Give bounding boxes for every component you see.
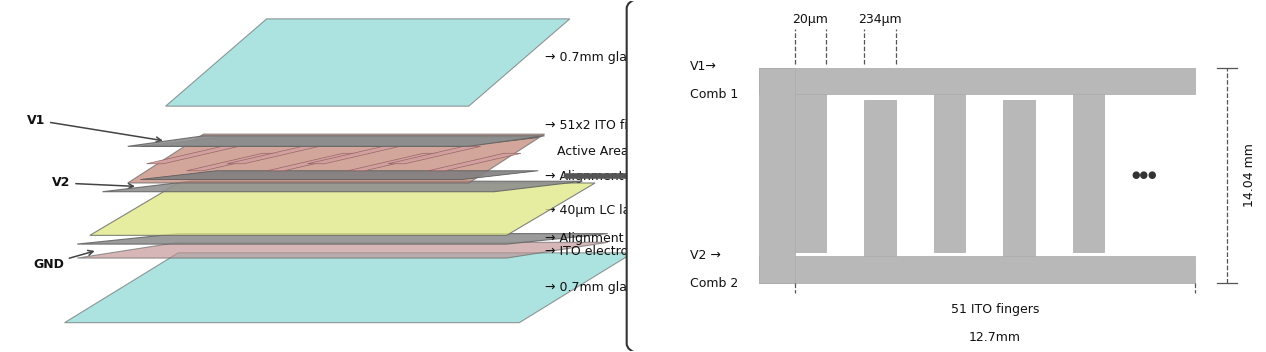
Polygon shape bbox=[128, 134, 544, 183]
Text: ●●●: ●●● bbox=[1132, 170, 1157, 180]
Text: → Alignment layer: → Alignment layer bbox=[544, 170, 658, 182]
Text: 14.04 mm: 14.04 mm bbox=[1243, 143, 1256, 207]
Polygon shape bbox=[77, 234, 608, 244]
Text: → Alignment layer: → Alignment layer bbox=[544, 232, 658, 245]
Polygon shape bbox=[227, 146, 319, 164]
Polygon shape bbox=[141, 171, 538, 180]
Polygon shape bbox=[186, 153, 280, 171]
Text: → 0.7mm glass: → 0.7mm glass bbox=[544, 51, 639, 64]
Polygon shape bbox=[348, 153, 441, 171]
Polygon shape bbox=[428, 153, 520, 171]
Text: → 51x2 ITO fingers: → 51x2 ITO fingers bbox=[544, 119, 662, 132]
Polygon shape bbox=[77, 243, 608, 258]
Text: V2 →: V2 → bbox=[690, 249, 720, 262]
Polygon shape bbox=[267, 153, 360, 171]
Text: → 0.7mm glass: → 0.7mm glass bbox=[544, 281, 639, 294]
Polygon shape bbox=[147, 146, 239, 164]
Bar bbox=[1003, 100, 1034, 256]
Polygon shape bbox=[308, 146, 400, 164]
Polygon shape bbox=[128, 136, 544, 146]
Polygon shape bbox=[141, 138, 538, 146]
Bar bbox=[760, 256, 1195, 283]
Polygon shape bbox=[166, 19, 570, 106]
Text: → ITO electrode: → ITO electrode bbox=[544, 245, 643, 258]
Text: V1: V1 bbox=[27, 114, 161, 142]
Polygon shape bbox=[90, 183, 595, 235]
Text: 20μm: 20μm bbox=[793, 13, 828, 26]
Bar bbox=[795, 94, 827, 252]
Text: → 40μm LC layer: → 40μm LC layer bbox=[544, 205, 651, 218]
Text: 12.7mm: 12.7mm bbox=[968, 331, 1020, 344]
Text: 51 ITO fingers: 51 ITO fingers bbox=[951, 303, 1039, 316]
Text: V1→: V1→ bbox=[690, 61, 717, 73]
Text: 234μm: 234μm bbox=[858, 13, 901, 26]
Bar bbox=[933, 94, 965, 252]
Bar bbox=[760, 68, 1195, 94]
Text: Comb 1: Comb 1 bbox=[690, 88, 738, 101]
Text: Active Area= 1.78cm²: Active Area= 1.78cm² bbox=[544, 145, 695, 158]
Bar bbox=[760, 68, 795, 283]
Text: GND: GND bbox=[33, 250, 94, 271]
Polygon shape bbox=[65, 253, 633, 323]
Text: V2: V2 bbox=[52, 176, 133, 189]
Polygon shape bbox=[103, 181, 582, 192]
Bar bbox=[865, 100, 896, 256]
Text: Comb 2: Comb 2 bbox=[690, 277, 738, 290]
FancyBboxPatch shape bbox=[627, 0, 1266, 352]
Polygon shape bbox=[387, 146, 481, 164]
Bar bbox=[1072, 94, 1104, 252]
